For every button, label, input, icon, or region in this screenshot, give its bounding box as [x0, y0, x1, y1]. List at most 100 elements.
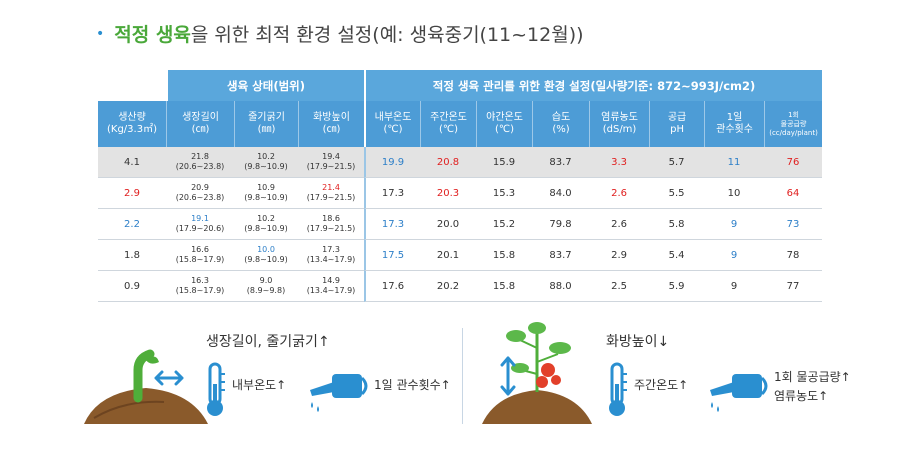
watering-can-icon	[710, 374, 768, 412]
cell-humidity: 88.0	[532, 271, 590, 302]
thermometer-icon	[207, 362, 225, 416]
cell-ec: 2.6	[589, 178, 650, 209]
cell-ec: 2.5	[589, 271, 650, 302]
cell-water: 76	[764, 147, 823, 178]
cell-inner-temp: 17.5	[364, 240, 421, 271]
panel-divider	[462, 328, 463, 424]
cell-ph: 5.4	[649, 240, 705, 271]
cell-day-temp: 20.3	[420, 178, 477, 209]
cell-production: 2.2	[98, 209, 166, 240]
col-header-irrigation: 1일 관수횟수	[704, 101, 765, 147]
vertical-arrow-icon	[500, 356, 516, 396]
table-row: 4.1 21.8 (20.6~23.8) 10.2 (9.8~10.9) 19.4(…	[98, 147, 823, 178]
title-rest: 을 위한 최적 환경 설정(예: 생육중기(11~12월))	[190, 24, 584, 46]
cell-ph: 5.9	[649, 271, 705, 302]
table-row: 2.2 19.1 (17.9~20.6) 10.2 (9.8~10.9) 18.6(…	[98, 209, 823, 240]
cell-ec: 2.9	[589, 240, 650, 271]
cell-humidity: 83.7	[532, 147, 590, 178]
cell-ph: 5.8	[649, 209, 705, 240]
tomato-plant-icon	[482, 322, 592, 424]
cell-humidity: 83.7	[532, 240, 590, 271]
cell-production: 1.8	[98, 240, 166, 271]
cell-night-temp: 15.3	[476, 178, 533, 209]
irrigation-note: 1일 관수횟수↑	[374, 378, 451, 392]
cell-growth-length: 16.6 (15.8~17.9)	[166, 240, 234, 271]
cell-night-temp: 15.8	[476, 271, 533, 302]
cell-water: 64	[764, 178, 823, 209]
table-row: 0.9 16.3 (15.8~17.9) 9.0 (8.9~9.8) 14.9 (13…	[98, 271, 823, 302]
cell-growth-length: 19.1 (17.9~20.6)	[166, 209, 234, 240]
cell-stem-thickness: 9.0 (8.9~9.8)	[234, 271, 298, 302]
cell-irrigation: 9	[704, 240, 765, 271]
cell-irrigation: 10	[704, 178, 765, 209]
col-header-water: 1회 물공급량 (cc/day/plant)	[764, 101, 823, 147]
cell-stem-thickness: 10.2 (9.8~10.9)	[234, 147, 298, 178]
double-arrow-icon	[154, 370, 184, 386]
cell-irrigation: 9	[704, 271, 765, 302]
col-header-ph: 공급 pH	[649, 101, 705, 147]
col-header-flower-height: 화방높이 (㎝)	[298, 101, 365, 147]
cell-growth-length: 21.8 (20.6~23.8)	[166, 147, 234, 178]
cell-inner-temp: 19.9	[364, 147, 421, 178]
group-header-env: 적정 생육 관리를 위한 환경 설정(일사량기준: 872~993J/cm2)	[364, 70, 823, 101]
cell-night-temp: 15.2	[476, 209, 533, 240]
title-highlight: 적정 생육	[114, 24, 191, 46]
cell-inner-temp: 17.6	[364, 271, 421, 302]
cell-flower-height: 19.4 (17.9~21.5)	[298, 147, 365, 178]
col-header-stem-thickness: 줄기굵기 (㎜)	[234, 101, 298, 147]
cell-stem-thickness: 10.0 (9.8~10.9)	[234, 240, 298, 271]
stem-icon	[133, 349, 159, 403]
column-header-row: 생산량 (Kg/3.3㎡) 생장길이 (㎝) 줄기굵기 (㎜) 화방높이 (㎝) 내부온…	[98, 101, 823, 147]
cell-ph: 5.5	[649, 178, 705, 209]
cell-day-temp: 20.1	[420, 240, 477, 271]
thermometer-icon	[609, 362, 627, 416]
inner-temp-note: 내부온도↑	[232, 378, 287, 392]
cell-growth-length: 20.9 (20.6~23.8)	[166, 178, 234, 209]
cell-production: 2.9	[98, 178, 166, 209]
title-bullet: •	[96, 26, 105, 42]
col-header-humidity: 습도 (%)	[532, 101, 590, 147]
col-header-ec: 염류농도 (dS/m)	[589, 101, 650, 147]
cell-day-temp: 20.2	[420, 271, 477, 302]
left-panel-heading: 생장길이, 줄기굵기↑	[206, 334, 330, 350]
page-title: • 적정 생육을 위한 최적 환경 설정(예: 생육중기(11~12월))	[96, 20, 584, 47]
cell-inner-temp: 17.3	[364, 209, 421, 240]
cell-flower-height: 21.4 (17.9~21.5)	[298, 178, 365, 209]
cell-inner-temp: 17.3	[364, 178, 421, 209]
cell-night-temp: 15.8	[476, 240, 533, 271]
col-header-day-temp: 주간온도 (℃)	[420, 101, 477, 147]
environment-table: 생육 상태(범위) 적정 생육 관리를 위한 환경 설정(일사량기준: 872~…	[98, 70, 823, 302]
cell-ec: 3.3	[589, 147, 650, 178]
day-temp-note: 주간온도↑	[634, 378, 689, 392]
cell-flower-height: 17.3 (13.4~17.9)	[298, 240, 365, 271]
cell-night-temp: 15.9	[476, 147, 533, 178]
cell-water: 78	[764, 240, 823, 271]
cell-ec: 2.6	[589, 209, 650, 240]
cell-flower-height: 18.6 (17.9~21.5)	[298, 209, 365, 240]
water-note: 1회 물공급량↑	[774, 370, 851, 384]
cell-day-temp: 20.8	[420, 147, 477, 178]
cell-humidity: 79.8	[532, 209, 590, 240]
group-header-growth: 생육 상태(범위)	[166, 70, 365, 101]
cell-day-temp: 20.0	[420, 209, 477, 240]
cell-water: 77	[764, 271, 823, 302]
group-header-blank	[98, 70, 166, 101]
group-header-row: 생육 상태(범위) 적정 생육 관리를 위한 환경 설정(일사량기준: 872~…	[98, 70, 823, 101]
cell-humidity: 84.0	[532, 178, 590, 209]
col-header-growth-length: 생장길이 (㎝)	[166, 101, 234, 147]
ec-note: 염류농도↑	[774, 389, 829, 403]
col-header-production: 생산량 (Kg/3.3㎡)	[98, 101, 166, 147]
cell-water: 73	[764, 209, 823, 240]
col-header-night-temp: 야간온도 (℃)	[476, 101, 533, 147]
right-panel-heading: 화방높이↓	[606, 334, 670, 350]
cell-production: 4.1	[98, 147, 166, 178]
cell-stem-thickness: 10.9 (9.8~10.9)	[234, 178, 298, 209]
table-row: 2.9 20.9 (20.6~23.8) 10.9 (9.8~10.9) 21.4(…	[98, 178, 823, 209]
cell-irrigation: 11	[704, 147, 765, 178]
col-header-inner-temp: 내부온도 (℃)	[364, 101, 421, 147]
table-row: 1.8 16.6 (15.8~17.9) 10.0 (9.8~10.9) 17.3(…	[98, 240, 823, 271]
cell-ph: 5.7	[649, 147, 705, 178]
cell-stem-thickness: 10.2 (9.8~10.9)	[234, 209, 298, 240]
cell-growth-length: 16.3 (15.8~17.9)	[166, 271, 234, 302]
cell-production: 0.9	[98, 271, 166, 302]
